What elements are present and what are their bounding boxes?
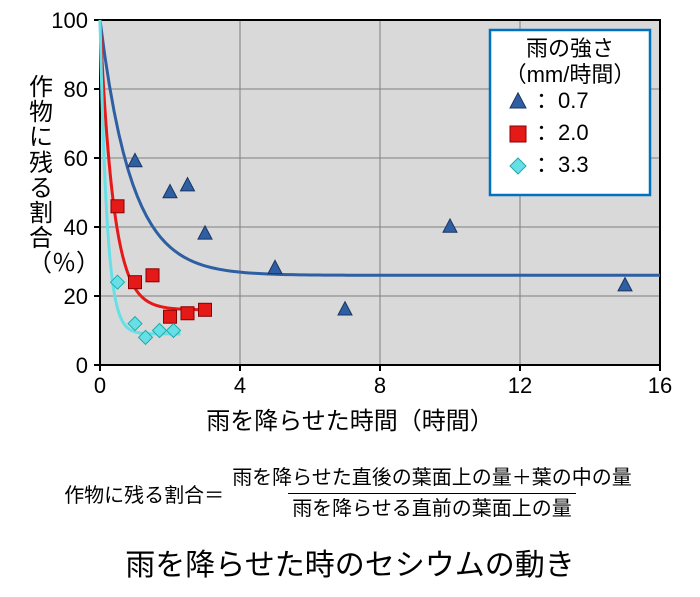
svg-text:100: 100 [51, 10, 88, 33]
svg-text:4: 4 [234, 373, 246, 398]
equation-denominator: 雨を降らせる直前の葉面上の量 [288, 493, 576, 522]
svg-text:60: 60 [64, 146, 88, 171]
svg-text:：0.7: ：0.7 [536, 88, 589, 113]
svg-text:：2.0: ：2.0 [536, 120, 589, 145]
svg-text:0: 0 [94, 373, 106, 398]
equation-lhs: 作物に残る割合＝ [64, 479, 224, 508]
equation-numerator: 雨を降らせた直後の葉面上の量＋葉の中の量 [228, 465, 636, 493]
y-axis-label: 作物に残る割合（％） [28, 75, 54, 277]
svg-text:12: 12 [508, 373, 532, 398]
svg-text:雨の強さ: 雨の強さ [526, 36, 614, 61]
chart-container: 作物に残る割合（％） 0 4 8 12 16 0 20 40 60 80 100 雨の強さ（mm/時間… [20, 10, 680, 430]
svg-text:16: 16 [648, 373, 672, 398]
figure-caption: 雨を降らせた時のセシウムの動き [0, 540, 700, 584]
equation: 作物に残る割合＝ 雨を降らせた直後の葉面上の量＋葉の中の量 雨を降らせる直前の葉… [0, 465, 700, 522]
svg-text:：3.3: ：3.3 [536, 152, 589, 177]
svg-text:（mm/時間）: （mm/時間） [505, 62, 636, 87]
svg-text:8: 8 [374, 373, 386, 398]
x-axis-label: 雨を降らせた時間（時間） [20, 401, 680, 436]
chart-svg: 0 4 8 12 16 0 20 40 60 80 100 雨の強さ（mm/時間）：0.7 ：2.0 ：3… [20, 10, 680, 410]
svg-text:80: 80 [64, 77, 88, 102]
svg-text:20: 20 [64, 284, 88, 309]
svg-text:0: 0 [76, 353, 88, 378]
svg-text:40: 40 [64, 215, 88, 240]
